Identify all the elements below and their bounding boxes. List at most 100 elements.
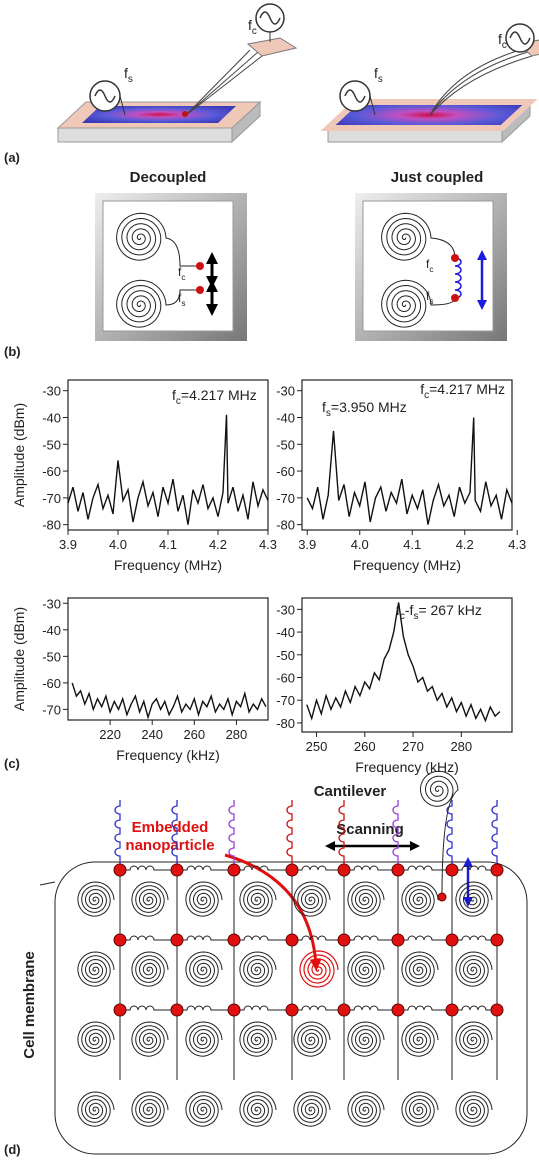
y-tick-label: -80 [276, 716, 295, 731]
membrane-link [234, 865, 292, 871]
annotation-sub: s [413, 611, 418, 622]
annotation: fc=4.217 MHz [172, 387, 257, 407]
spiral [455, 951, 493, 987]
panel-title: Decoupled [130, 169, 207, 186]
node [113, 933, 127, 947]
x-tick-label: 220 [99, 727, 121, 742]
frequency-label: fs [178, 291, 186, 308]
spiral [239, 1091, 277, 1127]
x-tick-label: 250 [306, 739, 328, 754]
panel-label: (b) [4, 344, 21, 359]
particle [196, 286, 204, 294]
membrane-link [398, 865, 452, 871]
x-tick-label: 260 [183, 727, 205, 742]
node [490, 1003, 504, 1017]
annotation-text: =4.217 MHz [429, 381, 505, 397]
pointer-arrow [224, 853, 322, 971]
membrane-link [177, 1005, 234, 1011]
y-tick-label: -80 [276, 518, 295, 533]
y-tick-label: -40 [276, 411, 295, 426]
spectrum-line [71, 682, 267, 720]
y-tick-label: -60 [42, 464, 61, 479]
membrane-spring [338, 800, 345, 870]
label-sub: s [429, 296, 433, 306]
membrane-link [344, 1005, 398, 1011]
spiral [131, 951, 169, 987]
node [170, 863, 184, 877]
y-tick-label: -40 [276, 625, 295, 640]
membrane-link [292, 1005, 344, 1011]
x-tick-label: 3.9 [298, 537, 316, 552]
spiral [239, 951, 277, 987]
label-base: f [498, 31, 502, 47]
label-sub: c [429, 264, 433, 274]
x-tick-label: 3.9 [59, 537, 77, 552]
membrane-link [398, 935, 452, 941]
frequency-label: fs [426, 289, 434, 306]
y-tick-label: -30 [42, 384, 61, 399]
annotation-sub: s [326, 408, 331, 419]
label-base: f [374, 65, 378, 81]
y-tick-label: -70 [42, 702, 61, 717]
node [391, 863, 405, 877]
membrane-link [234, 935, 292, 941]
y-tick-label: -70 [42, 491, 61, 506]
spiral [131, 1091, 169, 1127]
annotation-sub: c [176, 396, 181, 407]
label-sub: s [181, 298, 185, 308]
spiral [131, 881, 169, 917]
panel-label: (a) [4, 150, 20, 165]
label-sub: s [128, 74, 133, 85]
membrane-spring [286, 800, 293, 870]
spiral [116, 212, 200, 267]
spiral [293, 1021, 331, 1057]
node [227, 933, 241, 947]
annotation-text: f [172, 387, 176, 403]
spiral [77, 1021, 115, 1057]
membrane-spring [114, 800, 121, 870]
cell-membrane [54, 861, 528, 1155]
x-axis-label: Frequency (kHz) [355, 759, 458, 775]
spiral [347, 951, 385, 987]
membrane-link [452, 935, 497, 941]
label-base: f [426, 289, 430, 303]
spiral [381, 279, 456, 328]
x-tick-label: 4.0 [109, 537, 127, 552]
spiral [77, 1091, 115, 1127]
spiral [299, 950, 339, 988]
spiral [455, 1021, 493, 1057]
node [113, 863, 127, 877]
annotation-text: = 267 kHz [418, 602, 481, 618]
membrane-link [120, 1005, 177, 1011]
node [490, 863, 504, 877]
x-tick-label: 4.3 [259, 537, 277, 552]
annotation-text: =3.950 MHz [331, 399, 407, 415]
label-base: f [426, 257, 430, 271]
node [113, 1003, 127, 1017]
node [227, 1003, 241, 1017]
annotation: fs=3.950 MHz [322, 399, 407, 419]
membrane-link [344, 865, 398, 871]
membrane-link [234, 1005, 292, 1011]
membrane-spring [491, 800, 498, 870]
nanoparticle-label: Embedded [132, 819, 209, 836]
coupling-spring [454, 257, 462, 299]
y-axis-label: Amplitude (dBm) [11, 607, 27, 711]
x-tick-label: 4.3 [508, 537, 526, 552]
node [445, 933, 459, 947]
x-tick-label: 4.2 [456, 537, 474, 552]
label-base: f [178, 291, 182, 305]
membrane-link [177, 935, 234, 941]
spiral [185, 1091, 223, 1127]
label-sub: s [378, 74, 383, 85]
y-axis-label: Amplitude (dBm) [11, 403, 27, 507]
y-tick-label: -60 [276, 670, 295, 685]
node [285, 1003, 299, 1017]
annotation-text: f [396, 602, 400, 618]
node [445, 863, 459, 877]
node [337, 933, 351, 947]
plot-frame [301, 597, 513, 733]
node [445, 1003, 459, 1017]
annotation-text: f [420, 381, 424, 397]
membrane-link [292, 865, 344, 871]
